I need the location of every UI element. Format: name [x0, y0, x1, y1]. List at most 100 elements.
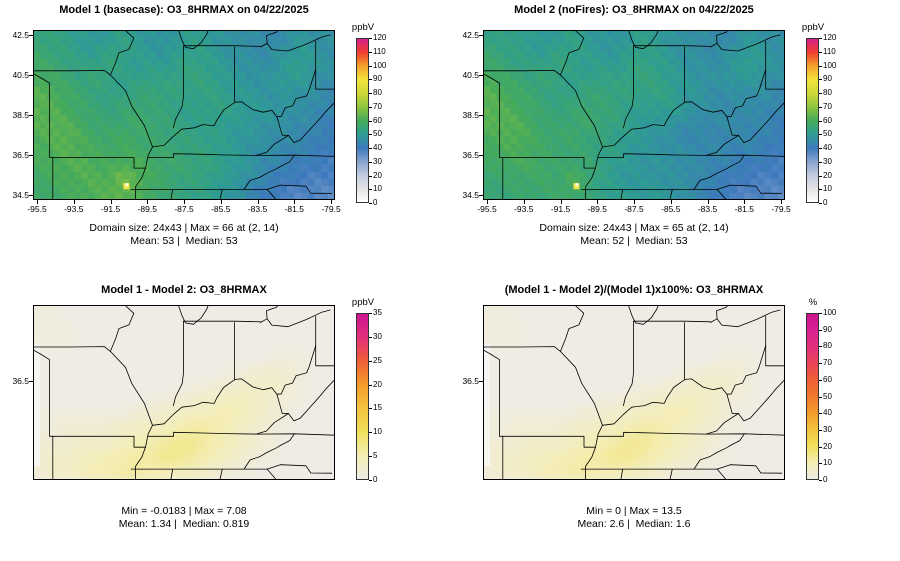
colorbar-tick — [819, 38, 822, 39]
y-axis-tick — [479, 380, 483, 382]
x-axis-tick-label: -79.5 — [771, 204, 791, 214]
x-axis-tick — [560, 200, 562, 204]
y-axis-tick-label: 42.5 — [12, 30, 29, 40]
x-axis-tick-label: -93.5 — [514, 204, 534, 214]
colorbar-tick — [369, 175, 372, 177]
x-axis-tick-label: -89.5 — [587, 204, 607, 214]
x-axis-tick-label: -85.5 — [211, 204, 231, 214]
x-axis-tick — [110, 200, 112, 204]
x-axis-tick — [670, 200, 672, 204]
stats-line-1: Min = -0.0183 | Max = 7.08 — [121, 505, 247, 517]
y-axis-tick — [29, 35, 33, 36]
colorbar-tick-label: 30 — [823, 424, 832, 434]
state-boundaries — [483, 30, 785, 200]
percent-difference-heatmap — [483, 305, 785, 480]
y-axis-tick — [29, 115, 33, 116]
y-axis-tick-label: 36.5 — [12, 150, 29, 160]
colorbar-tick-label: 70 — [373, 101, 382, 111]
colorbar-tick — [819, 175, 822, 177]
x-axis-tick-label: -89.5 — [137, 204, 157, 214]
colorbar-tick-label: 110 — [823, 46, 836, 56]
colorbar-tick-label: 50 — [823, 129, 832, 139]
y-axis-tick — [479, 195, 483, 196]
panel-percent-difference: (Model 1 - Model 2)/(Model 1)x100%: O3_8… — [450, 276, 900, 561]
y-axis-tick — [29, 380, 33, 382]
colorbar-tick — [369, 106, 372, 108]
colorbar-tick — [819, 65, 822, 67]
model1-concentration-heatmap — [33, 30, 335, 200]
colorbar-tick-label: 50 — [823, 391, 832, 401]
colorbar-tick-label: 35 — [373, 308, 382, 317]
x-axis-tick — [257, 200, 259, 204]
colorbar-tick-label: 20 — [373, 379, 382, 389]
colorbar-tick-label: 0 — [823, 475, 828, 484]
colorbar-tick — [369, 336, 372, 338]
colorbar-unit-label: ppbV — [801, 22, 825, 33]
colorbar-tick-label: 60 — [823, 115, 832, 125]
state-boundaries — [33, 305, 335, 480]
colorbar-tick — [819, 134, 822, 136]
x-axis-tick — [331, 200, 332, 204]
colorbar-tick — [369, 456, 372, 458]
x-axis-tick-label: -87.5 — [624, 204, 644, 214]
panel-model2-nofires: Model 2 (noFires): O3_8HRMAX on 04/22/20… — [450, 0, 900, 285]
colorbar-tick-label: 30 — [373, 156, 382, 166]
colorbar-tick-label: 15 — [373, 403, 382, 413]
colorbar-tick — [369, 51, 372, 53]
y-axis-tick — [29, 75, 33, 76]
x-axis-tick — [37, 200, 38, 204]
y-axis-tick-label: 42.5 — [462, 30, 479, 40]
colorbar-tick — [819, 480, 822, 481]
y-axis-tick-label: 38.5 — [12, 110, 29, 120]
colorbar-tick — [369, 203, 372, 204]
stats-line-1: Domain size: 24x43 | Max = 65 at (2, 14) — [539, 222, 729, 234]
colorbar-tick — [819, 463, 822, 465]
colorbar-tick-label: 5 — [373, 451, 378, 461]
colorbar-unit-label: ppbV — [351, 297, 375, 308]
colorbar-tick — [369, 384, 372, 386]
stats-line-1: Min = 0 | Max = 13.5 — [586, 505, 682, 517]
colorbar-tick — [819, 413, 822, 415]
y-axis-tick-label: 36.5 — [12, 375, 29, 386]
y-axis-tick-label: 34.5 — [12, 190, 29, 200]
colorbar-tick-label: 90 — [373, 74, 382, 84]
colorbar-tick-label: 0 — [823, 198, 828, 207]
x-axis-tick-label: -93.5 — [64, 204, 84, 214]
colorbar-tick-label: 30 — [373, 331, 382, 341]
colorbar — [356, 38, 369, 203]
panel-title: Model 2 (noFires): O3_8HRMAX on 04/22/20… — [514, 4, 754, 16]
x-axis-tick — [597, 200, 599, 204]
difference-heatmap — [33, 305, 335, 480]
colorbar-tick-label: 100 — [373, 60, 387, 70]
colorbar-tick — [369, 313, 372, 314]
colorbar-tick-label: 10 — [823, 458, 832, 468]
colorbar-tick-label: 80 — [823, 88, 832, 97]
colorbar-tick-label: 20 — [823, 441, 832, 451]
colorbar-tick — [369, 79, 372, 81]
colorbar-tick-label: 0 — [373, 198, 378, 207]
x-axis-tick — [147, 200, 149, 204]
colorbar-tick — [819, 429, 822, 431]
colorbar-tick — [819, 363, 822, 365]
colorbar-tick-label: 40 — [823, 143, 832, 152]
colorbar-tick — [369, 148, 372, 149]
y-axis-tick — [479, 115, 483, 116]
y-axis-tick-label: 36.5 — [462, 150, 479, 160]
colorbar-tick — [369, 120, 372, 122]
colorbar-tick — [369, 408, 372, 410]
colorbar-tick-label: 0 — [373, 475, 378, 484]
x-axis-tick — [487, 200, 488, 204]
y-axis-tick-label: 38.5 — [462, 110, 479, 120]
x-axis-tick-label: -83.5 — [247, 204, 268, 214]
y-axis-tick-label: 40.5 — [462, 70, 479, 80]
y-axis-tick-label: 40.5 — [12, 70, 29, 80]
x-axis-tick — [781, 200, 782, 204]
y-axis-tick-label: 34.5 — [462, 190, 479, 200]
colorbar-tick — [369, 134, 372, 136]
x-axis-tick — [73, 200, 75, 204]
panel-model1-basecase: Model 1 (basecase): O3_8HRMAX on 04/22/2… — [0, 0, 450, 285]
colorbar-tick — [819, 161, 822, 163]
x-axis-tick — [634, 200, 635, 204]
colorbar-tick — [369, 432, 372, 434]
